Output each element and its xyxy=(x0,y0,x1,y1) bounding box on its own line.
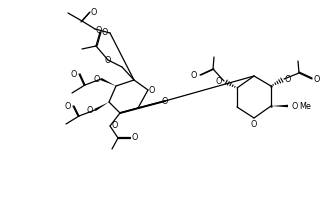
Text: O: O xyxy=(94,75,100,83)
Text: O: O xyxy=(102,27,108,36)
Text: O: O xyxy=(96,26,102,34)
Text: O: O xyxy=(216,76,222,85)
Text: O: O xyxy=(285,75,291,83)
Text: O: O xyxy=(112,122,118,130)
Text: Me: Me xyxy=(299,102,311,110)
Text: O: O xyxy=(191,70,197,80)
Polygon shape xyxy=(271,105,288,107)
Text: O: O xyxy=(251,119,257,129)
Text: O: O xyxy=(65,102,71,110)
Text: O: O xyxy=(105,55,111,64)
Text: O: O xyxy=(162,96,168,105)
Text: O: O xyxy=(149,85,155,95)
Polygon shape xyxy=(100,78,116,86)
Text: O: O xyxy=(87,105,93,115)
Text: O: O xyxy=(291,102,297,110)
Polygon shape xyxy=(94,102,109,111)
Text: O: O xyxy=(91,7,97,16)
Text: O: O xyxy=(71,69,77,78)
Text: O: O xyxy=(314,75,320,83)
Text: O: O xyxy=(132,133,138,143)
